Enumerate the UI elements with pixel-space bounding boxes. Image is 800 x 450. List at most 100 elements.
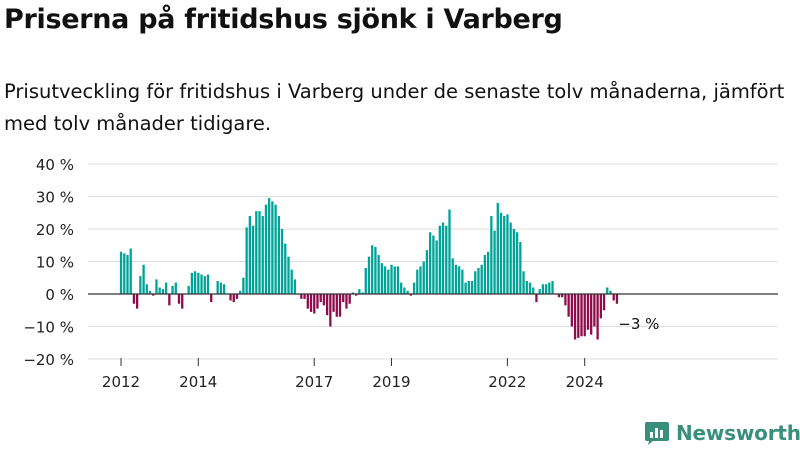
bar [567,294,570,317]
bar [181,294,184,309]
bar [332,294,335,312]
bar [458,266,461,295]
bar [551,281,554,294]
bar [119,251,123,294]
bar [313,294,316,314]
bar [383,266,387,295]
bar [454,264,458,294]
bar [319,294,322,303]
bar [126,255,129,294]
bar [136,294,139,309]
bar [152,294,155,296]
bar [361,292,364,295]
bar [216,281,219,294]
bar [158,287,161,294]
bar [544,284,548,294]
bar [525,281,528,294]
chart-title: Priserna på fritidshus sjönk i Varberg [4,4,563,35]
annotation: −3 % [618,315,659,333]
bar [335,294,338,317]
bar [258,211,261,295]
x-axis: 2012 2014 2017 2019 2022 2024 [102,358,604,391]
bar [396,266,400,295]
bar [429,232,432,294]
brand-name: Newsworthy [676,421,800,445]
bar [264,204,268,295]
bar [596,294,599,340]
bar [438,225,441,294]
bar [261,216,264,294]
bar [342,294,345,303]
bar [351,292,355,295]
bar [251,225,255,294]
bar [609,290,612,294]
bar [586,294,590,330]
bar [155,279,158,295]
bar [593,294,596,327]
bar [235,294,239,299]
bar [206,274,210,294]
x-tick-label: 2024 [566,373,604,391]
bar [190,272,194,295]
bar [499,212,503,294]
x-tick-label: 2017 [295,373,333,391]
bar [445,225,448,294]
bar [309,294,313,312]
bar [503,216,506,294]
bar [570,294,573,327]
last-value-label: −3 % [618,315,659,333]
bar [490,216,493,294]
bar [522,271,525,294]
y-tick-label: 40 % [36,156,74,174]
bar [274,204,277,295]
bar [557,294,561,298]
bar [577,294,580,338]
bar [242,277,245,294]
bar [535,294,538,303]
bar [229,294,232,301]
bar [416,269,419,295]
bar [493,230,496,295]
x-tick-label: 2019 [372,373,410,391]
bar [187,285,190,295]
bar [483,255,487,294]
bar [519,242,522,294]
bar [374,246,377,295]
y-tick-label: 10 % [36,254,74,272]
bar [168,294,171,306]
bar [412,282,416,295]
bar [486,251,490,294]
bar [451,258,454,294]
bar [509,222,512,294]
y-tick-label: −20 % [23,351,74,369]
bar [203,276,206,295]
bar [464,282,467,295]
bar [219,282,223,295]
bar [248,216,251,294]
bar [174,282,177,295]
bar [538,289,541,295]
bar [541,284,545,294]
bar [148,290,152,294]
bar [448,209,451,294]
bar [325,294,329,316]
bar [480,264,483,294]
bar [406,290,409,294]
bar [171,285,174,295]
bar [548,282,551,295]
bar [364,268,367,294]
bar [432,235,435,294]
bar [132,294,136,304]
bar [316,294,319,309]
bar [400,282,403,295]
y-tick-label: 0 % [45,286,74,304]
bar [393,266,396,295]
bar [583,294,586,337]
bar [161,289,165,295]
y-tick-label: −10 % [23,319,74,337]
bar [255,211,258,295]
bar [380,263,384,295]
bar [602,294,606,311]
newsworthy-chart-icon [645,422,669,445]
bar [280,229,284,294]
